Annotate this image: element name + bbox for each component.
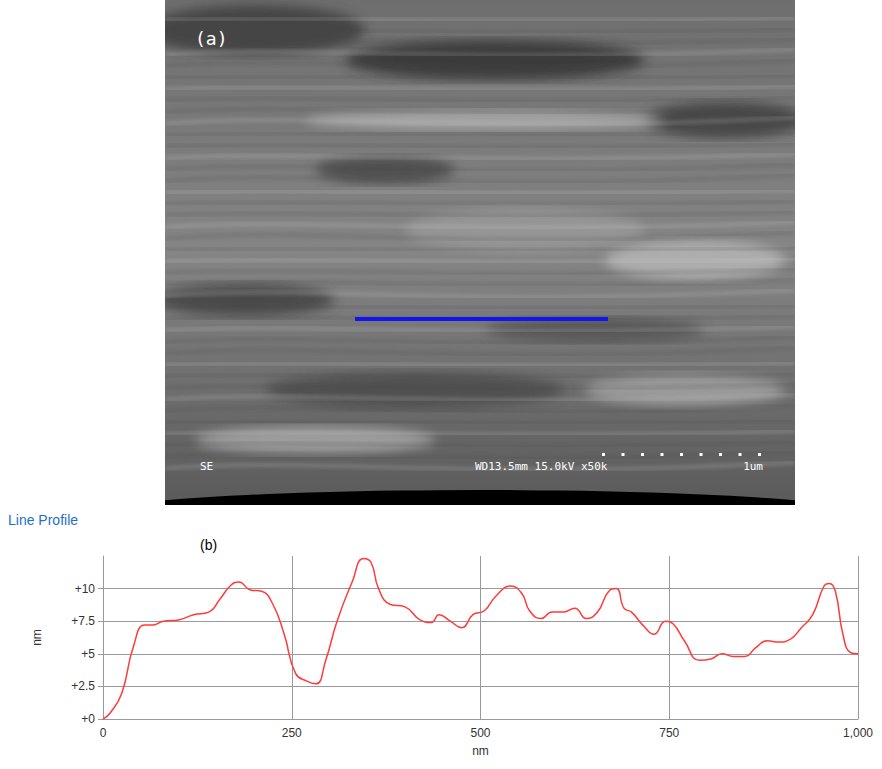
svg-text:1um: 1um xyxy=(743,460,763,473)
svg-text:+7.5: +7.5 xyxy=(71,614,95,628)
html-text:Line Profile: Line Profile xyxy=(8,512,78,528)
svg-text:nm: nm xyxy=(472,744,489,758)
svg-text:nm: nm xyxy=(30,629,44,646)
svg-text:(b): (b) xyxy=(200,537,217,553)
svg-text:0: 0 xyxy=(100,726,107,740)
svg-text:SE: SE xyxy=(200,460,213,473)
svg-text:+2.5: +2.5 xyxy=(71,679,95,693)
svg-text:+5: +5 xyxy=(81,647,95,661)
svg-text:500: 500 xyxy=(470,726,490,740)
svg-text:1,000: 1,000 xyxy=(843,726,873,740)
svg-text:(a): (a) xyxy=(195,28,228,49)
svg-text:+10: +10 xyxy=(75,582,96,596)
svg-text:250: 250 xyxy=(282,726,302,740)
svg-text:WD13.5mm 15.0kV x50k: WD13.5mm 15.0kV x50k xyxy=(475,460,608,473)
svg-text:+0: +0 xyxy=(81,712,95,726)
svg-text:750: 750 xyxy=(659,726,679,740)
